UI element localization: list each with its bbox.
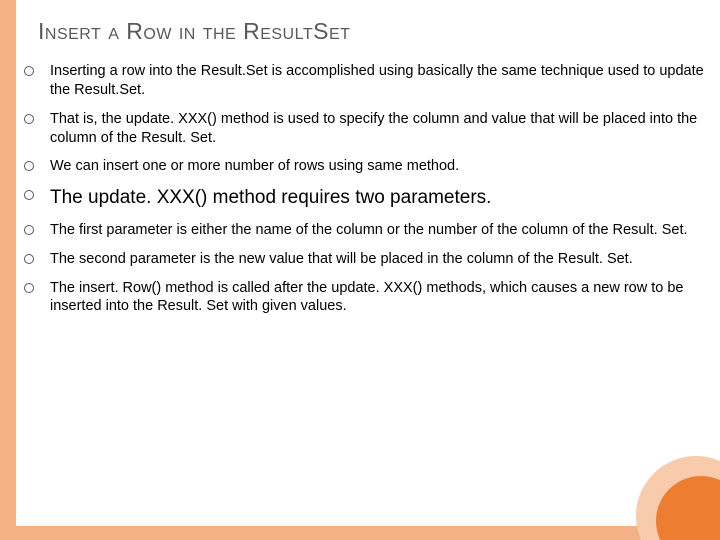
slide: Insert a Row in the ResultSet Inserting … bbox=[0, 0, 720, 540]
list-item: That is, the update. XXX() method is use… bbox=[24, 110, 704, 148]
list-item-text: The update. XXX() method requires two pa… bbox=[50, 186, 491, 211]
bullet-icon bbox=[24, 66, 34, 76]
slide-title: Insert a Row in the ResultSet bbox=[38, 18, 350, 45]
bullet-icon bbox=[24, 114, 34, 124]
list-item: The insert. Row() method is called after… bbox=[24, 279, 704, 317]
bottom-accent-bar bbox=[0, 526, 720, 540]
bullet-icon bbox=[24, 283, 34, 293]
list-item-text: We can insert one or more number of rows… bbox=[50, 157, 459, 176]
bullet-icon bbox=[24, 254, 34, 264]
list-item: We can insert one or more number of rows… bbox=[24, 157, 704, 176]
list-item: Inserting a row into the Result.Set is a… bbox=[24, 62, 704, 100]
list-item-text: The first parameter is either the name o… bbox=[50, 221, 688, 240]
list-item: The update. XXX() method requires two pa… bbox=[24, 186, 704, 211]
bullet-list: Inserting a row into the Result.Set is a… bbox=[24, 62, 704, 326]
list-item-text: That is, the update. XXX() method is use… bbox=[50, 110, 704, 148]
list-item-text: The second parameter is the new value th… bbox=[50, 250, 633, 269]
left-accent-bar bbox=[0, 0, 16, 540]
bullet-icon bbox=[24, 161, 34, 171]
bullet-icon bbox=[24, 190, 34, 200]
list-item-text: Inserting a row into the Result.Set is a… bbox=[50, 62, 704, 100]
bullet-icon bbox=[24, 225, 34, 235]
list-item-text: The insert. Row() method is called after… bbox=[50, 279, 704, 317]
list-item: The first parameter is either the name o… bbox=[24, 221, 704, 240]
list-item: The second parameter is the new value th… bbox=[24, 250, 704, 269]
